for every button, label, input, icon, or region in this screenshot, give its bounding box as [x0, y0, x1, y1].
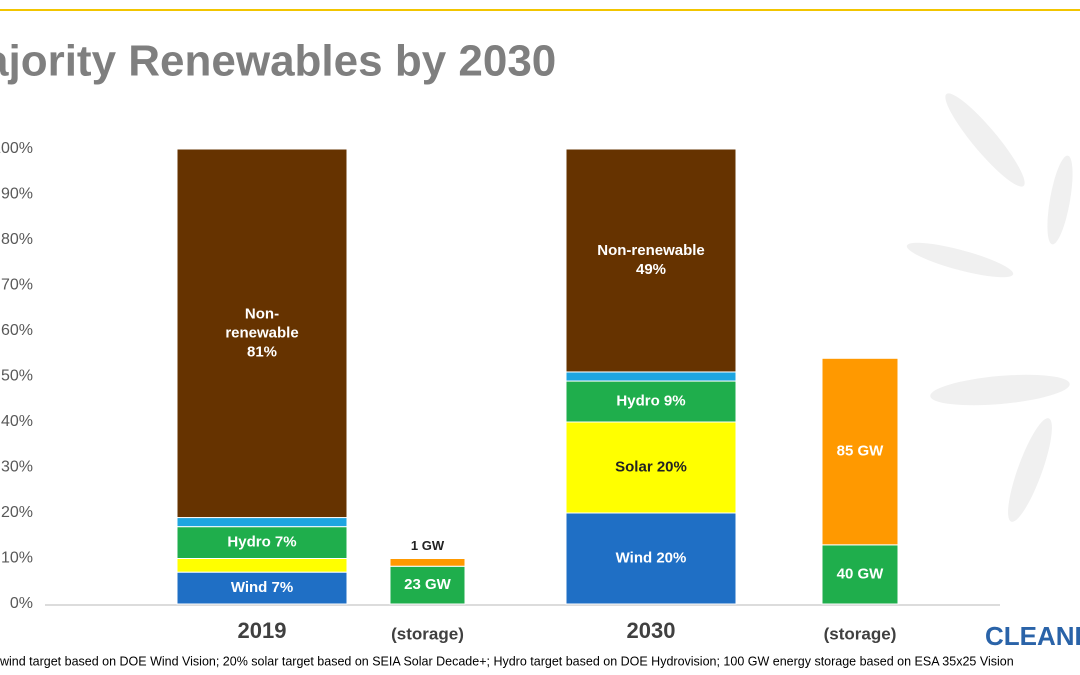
bar-segment: [389, 565, 466, 605]
bar-segment: [176, 517, 348, 528]
annotation: 85 GW: [837, 443, 885, 460]
logo: CLEANP: [985, 621, 1080, 651]
decoration: [906, 93, 1073, 522]
data-label: Wind 7%: [231, 579, 293, 596]
y-tick-label: 50%: [1, 368, 33, 385]
bar-segment: [176, 558, 348, 573]
data-label: Wind 20%: [616, 549, 687, 566]
bar-segment: [565, 148, 737, 373]
data-label: Hydro 7%: [227, 534, 296, 551]
bar-segment: [821, 544, 899, 605]
data-label: Non-renewable 49%: [597, 242, 705, 278]
data-label: Hydro 9%: [616, 392, 685, 409]
bar-segment: [565, 380, 737, 423]
y-tick-label: 60%: [1, 322, 33, 339]
footnote: wind target based on DOE Wind Vision; 20…: [0, 654, 1014, 668]
data-label: Non-renewable 81%: [225, 305, 298, 360]
y-tick-label: 90%: [1, 186, 33, 203]
y-tick-label: 30%: [1, 459, 33, 476]
bar-segment: [565, 512, 737, 605]
y-tick-label: 40%: [1, 413, 33, 430]
y-tick-label: 80%: [1, 231, 33, 248]
y-tick-label: 10%: [1, 550, 33, 567]
x-tick-label: (storage): [391, 624, 464, 643]
y-tick-label: 20%: [1, 504, 33, 521]
bar-segment: [176, 526, 348, 560]
bar-segment: [176, 571, 348, 605]
x-tick-label: (storage): [824, 624, 897, 643]
y-tick-label: 0%: [10, 595, 33, 612]
bar-segment: [821, 357, 899, 546]
x-tick-label: 2019: [238, 618, 287, 643]
chart-title: ajority Renewables by 2030: [0, 37, 556, 86]
x-tick-label: 2030: [627, 618, 676, 643]
annotation: 23 GW: [404, 576, 452, 593]
bar-segment: [389, 558, 466, 567]
annotation: 1 GW: [411, 538, 445, 553]
y-tick-label: 100%: [0, 140, 33, 157]
y-tick-label: 70%: [1, 277, 33, 294]
annotation: 40 GW: [837, 565, 885, 582]
bar-segment: [565, 371, 737, 382]
bar-segment: [565, 421, 737, 514]
bar-segment: [176, 148, 348, 519]
data-label: Solar 20%: [615, 458, 687, 475]
